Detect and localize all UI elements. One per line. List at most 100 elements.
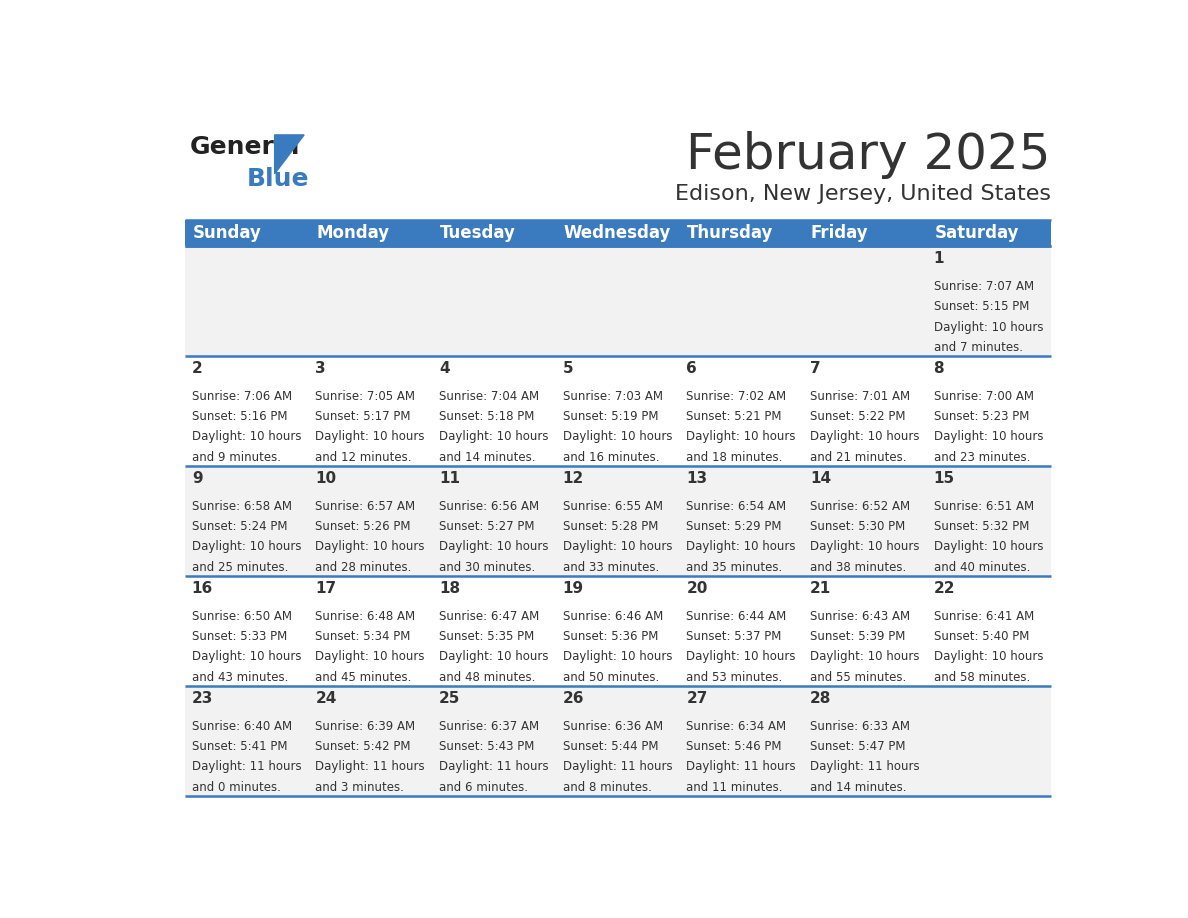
FancyBboxPatch shape	[309, 686, 432, 796]
Text: Sunset: 5:42 PM: Sunset: 5:42 PM	[315, 740, 411, 753]
Text: and 21 minutes.: and 21 minutes.	[810, 451, 906, 464]
Text: and 3 minutes.: and 3 minutes.	[315, 781, 404, 794]
Text: Daylight: 10 hours: Daylight: 10 hours	[810, 541, 920, 554]
Text: Sunrise: 7:05 AM: Sunrise: 7:05 AM	[315, 390, 416, 403]
Text: and 11 minutes.: and 11 minutes.	[687, 781, 783, 794]
Text: and 14 minutes.: and 14 minutes.	[810, 781, 906, 794]
Text: and 35 minutes.: and 35 minutes.	[687, 561, 783, 574]
Text: Sunrise: 6:36 AM: Sunrise: 6:36 AM	[563, 720, 663, 733]
Text: Sunset: 5:23 PM: Sunset: 5:23 PM	[934, 410, 1029, 423]
Text: Tuesday: Tuesday	[440, 224, 516, 241]
FancyBboxPatch shape	[803, 576, 927, 686]
Text: and 14 minutes.: and 14 minutes.	[440, 451, 536, 464]
Text: Daylight: 10 hours: Daylight: 10 hours	[191, 541, 302, 554]
Text: Daylight: 10 hours: Daylight: 10 hours	[934, 651, 1043, 664]
FancyBboxPatch shape	[309, 465, 432, 576]
Text: Sunset: 5:15 PM: Sunset: 5:15 PM	[934, 300, 1029, 313]
Text: Sunrise: 6:41 AM: Sunrise: 6:41 AM	[934, 610, 1034, 622]
Text: Sunrise: 6:54 AM: Sunrise: 6:54 AM	[687, 499, 786, 513]
Text: Sunrise: 6:46 AM: Sunrise: 6:46 AM	[563, 610, 663, 622]
Text: Sunset: 5:36 PM: Sunset: 5:36 PM	[563, 630, 658, 644]
Text: Edison, New Jersey, United States: Edison, New Jersey, United States	[675, 185, 1051, 205]
Text: Daylight: 10 hours: Daylight: 10 hours	[191, 651, 302, 664]
Text: and 12 minutes.: and 12 minutes.	[315, 451, 412, 464]
FancyBboxPatch shape	[432, 246, 556, 356]
Text: Daylight: 10 hours: Daylight: 10 hours	[440, 431, 549, 443]
Text: Sunset: 5:47 PM: Sunset: 5:47 PM	[810, 740, 905, 753]
Text: Sunrise: 6:44 AM: Sunrise: 6:44 AM	[687, 610, 786, 622]
Text: Sunset: 5:28 PM: Sunset: 5:28 PM	[563, 521, 658, 533]
FancyBboxPatch shape	[556, 356, 680, 465]
Text: Daylight: 10 hours: Daylight: 10 hours	[810, 431, 920, 443]
Text: and 9 minutes.: and 9 minutes.	[191, 451, 280, 464]
Text: 5: 5	[563, 361, 574, 375]
Text: Daylight: 11 hours: Daylight: 11 hours	[563, 760, 672, 774]
Text: 6: 6	[687, 361, 697, 375]
FancyBboxPatch shape	[803, 246, 927, 356]
Text: Sunrise: 6:55 AM: Sunrise: 6:55 AM	[563, 499, 663, 513]
Text: Sunset: 5:26 PM: Sunset: 5:26 PM	[315, 521, 411, 533]
FancyBboxPatch shape	[185, 465, 309, 576]
FancyBboxPatch shape	[556, 576, 680, 686]
Text: Sunrise: 7:04 AM: Sunrise: 7:04 AM	[440, 390, 539, 403]
FancyBboxPatch shape	[927, 686, 1051, 796]
Text: Daylight: 10 hours: Daylight: 10 hours	[934, 431, 1043, 443]
Text: and 43 minutes.: and 43 minutes.	[191, 671, 289, 684]
Text: Sunrise: 6:51 AM: Sunrise: 6:51 AM	[934, 499, 1034, 513]
Text: Daylight: 11 hours: Daylight: 11 hours	[191, 760, 302, 774]
Text: Friday: Friday	[811, 224, 868, 241]
Text: and 0 minutes.: and 0 minutes.	[191, 781, 280, 794]
Text: Sunset: 5:35 PM: Sunset: 5:35 PM	[440, 630, 535, 644]
FancyBboxPatch shape	[185, 356, 309, 465]
Text: and 28 minutes.: and 28 minutes.	[315, 561, 412, 574]
Text: Sunset: 5:41 PM: Sunset: 5:41 PM	[191, 740, 287, 753]
Text: Sunrise: 6:56 AM: Sunrise: 6:56 AM	[440, 499, 539, 513]
Text: Daylight: 10 hours: Daylight: 10 hours	[687, 431, 796, 443]
Text: and 40 minutes.: and 40 minutes.	[934, 561, 1030, 574]
Text: Daylight: 10 hours: Daylight: 10 hours	[687, 541, 796, 554]
Text: and 50 minutes.: and 50 minutes.	[563, 671, 659, 684]
Text: 19: 19	[563, 581, 583, 596]
Text: 9: 9	[191, 471, 202, 486]
FancyBboxPatch shape	[680, 576, 803, 686]
Text: Sunrise: 6:57 AM: Sunrise: 6:57 AM	[315, 499, 416, 513]
Text: Sunrise: 6:52 AM: Sunrise: 6:52 AM	[810, 499, 910, 513]
Text: Daylight: 10 hours: Daylight: 10 hours	[934, 320, 1043, 333]
Text: 24: 24	[315, 690, 336, 706]
FancyBboxPatch shape	[185, 576, 309, 686]
Text: Sunrise: 7:03 AM: Sunrise: 7:03 AM	[563, 390, 663, 403]
Text: and 6 minutes.: and 6 minutes.	[440, 781, 527, 794]
Text: Sunrise: 7:01 AM: Sunrise: 7:01 AM	[810, 390, 910, 403]
Text: 4: 4	[440, 361, 450, 375]
Text: Sunset: 5:21 PM: Sunset: 5:21 PM	[687, 410, 782, 423]
Text: 26: 26	[563, 690, 584, 706]
Text: Saturday: Saturday	[935, 224, 1019, 241]
Text: 25: 25	[440, 690, 461, 706]
Text: Daylight: 10 hours: Daylight: 10 hours	[440, 541, 549, 554]
Text: and 25 minutes.: and 25 minutes.	[191, 561, 289, 574]
Text: Sunrise: 7:07 AM: Sunrise: 7:07 AM	[934, 280, 1034, 293]
Text: and 53 minutes.: and 53 minutes.	[687, 671, 783, 684]
Text: 16: 16	[191, 581, 213, 596]
Text: February 2025: February 2025	[687, 131, 1051, 179]
Text: Daylight: 10 hours: Daylight: 10 hours	[563, 651, 672, 664]
Text: Daylight: 11 hours: Daylight: 11 hours	[440, 760, 549, 774]
Text: Sunset: 5:22 PM: Sunset: 5:22 PM	[810, 410, 905, 423]
Text: 10: 10	[315, 471, 336, 486]
FancyBboxPatch shape	[185, 686, 309, 796]
Text: Sunset: 5:16 PM: Sunset: 5:16 PM	[191, 410, 287, 423]
Text: and 33 minutes.: and 33 minutes.	[563, 561, 659, 574]
Text: Sunset: 5:44 PM: Sunset: 5:44 PM	[563, 740, 658, 753]
FancyBboxPatch shape	[432, 576, 556, 686]
Text: 12: 12	[563, 471, 584, 486]
FancyBboxPatch shape	[927, 356, 1051, 465]
Text: Sunset: 5:19 PM: Sunset: 5:19 PM	[563, 410, 658, 423]
Text: Daylight: 11 hours: Daylight: 11 hours	[687, 760, 796, 774]
Text: 27: 27	[687, 690, 708, 706]
Polygon shape	[274, 135, 304, 174]
Text: 22: 22	[934, 581, 955, 596]
Text: Blue: Blue	[247, 167, 310, 191]
Text: 3: 3	[315, 361, 326, 375]
Text: Sunset: 5:34 PM: Sunset: 5:34 PM	[315, 630, 411, 644]
Text: Daylight: 10 hours: Daylight: 10 hours	[687, 651, 796, 664]
